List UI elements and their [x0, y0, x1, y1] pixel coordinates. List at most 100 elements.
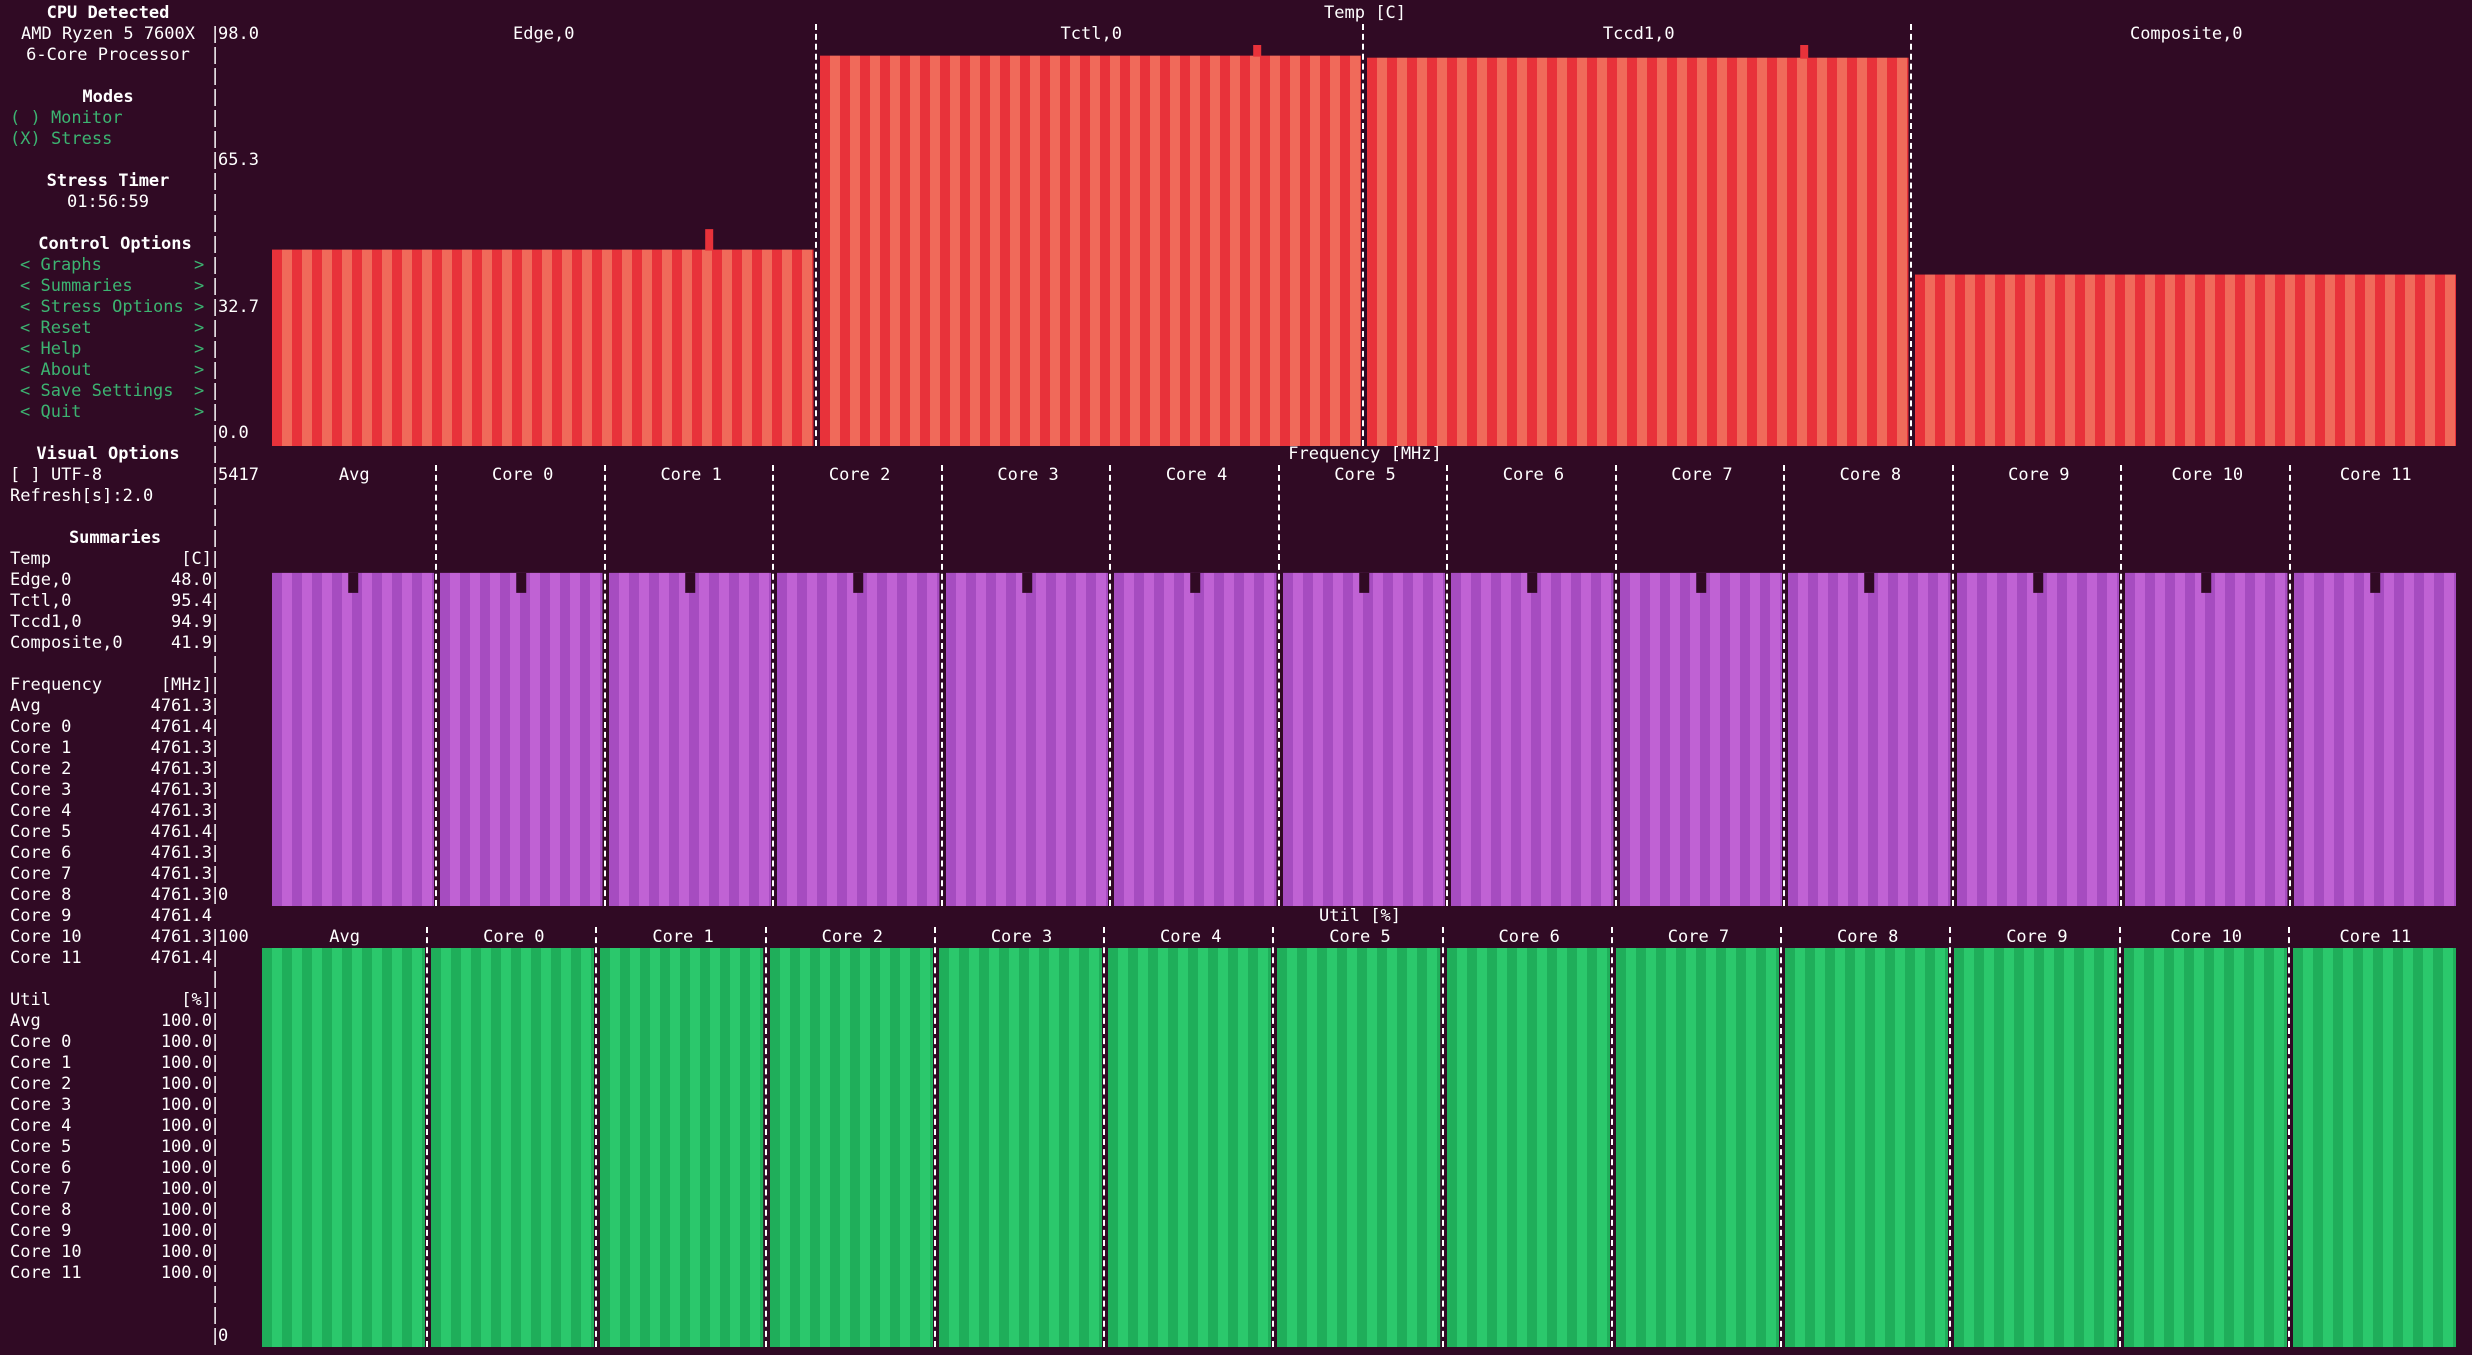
- bar-stripe: [392, 249, 402, 446]
- bar-column: [2125, 572, 2288, 906]
- bar-stripe: [1907, 57, 1909, 446]
- bar-stripe: [1581, 572, 1592, 906]
- bar-stripe: [702, 249, 712, 446]
- bar-stripe: [1065, 572, 1076, 906]
- menu-summaries[interactable]: < Summaries >: [20, 276, 205, 296]
- bar-stripe: [2444, 274, 2455, 446]
- bar-stripe: [1048, 948, 1059, 1347]
- bar-notch: [516, 572, 527, 593]
- menu-quit[interactable]: < Quit >: [20, 402, 205, 422]
- visual-options-header: Visual Options: [36, 444, 180, 464]
- bar-stripe: [632, 249, 642, 446]
- summary-value: 100.0: [160, 1158, 212, 1178]
- bar-stripe: [461, 948, 472, 1347]
- bar-stripe: [2293, 572, 2304, 906]
- bar-column: [272, 229, 814, 446]
- bar-stripe: [802, 249, 812, 446]
- mode-monitor-radio[interactable]: ( ) Monitor: [10, 108, 123, 128]
- refresh-setting[interactable]: Refresh[s]:2.0: [10, 486, 154, 506]
- summary-value: 4761.3: [150, 696, 212, 716]
- bar-stripe: [899, 55, 910, 446]
- bar-stripe: [1567, 57, 1577, 446]
- axis-pipe: |: [210, 717, 221, 737]
- summary-label: Core 7: [10, 1179, 72, 1199]
- bar-stripe: [927, 572, 938, 906]
- menu-reset[interactable]: < Reset >: [20, 318, 205, 338]
- bar-stripe: [2374, 274, 2385, 446]
- axis-pipe: |: [210, 192, 221, 212]
- bar-stripe: [1547, 57, 1557, 446]
- y-tick-label: 0: [218, 1326, 229, 1346]
- axis-pipe: |: [210, 780, 221, 800]
- bar-stripe: [1526, 948, 1537, 1347]
- bar-stripe: [2363, 572, 2374, 906]
- y-tick-label: 5417: [218, 465, 259, 485]
- bar-stripe: [362, 572, 372, 906]
- bar-stripe: [2265, 572, 2276, 906]
- bar-stripe: [738, 572, 749, 906]
- summary-label: Avg: [10, 1011, 41, 1031]
- bar-stripe: [1277, 948, 1288, 1347]
- utf8-checkbox[interactable]: [ ] UTF-8: [10, 465, 103, 485]
- bar-stripe: [2255, 572, 2266, 906]
- bar-stripe: [975, 572, 986, 906]
- menu-about[interactable]: < About >: [20, 360, 205, 380]
- bar-stripe: [1287, 948, 1298, 1347]
- bar-stripe: [1571, 572, 1582, 906]
- axis-pipe: |: [210, 171, 221, 191]
- axis-pipe: |: [210, 654, 221, 674]
- axis-pipe: |: [210, 759, 221, 779]
- bar-stripe: [2453, 572, 2456, 906]
- summary-value: 95.4: [171, 591, 212, 611]
- bar-stripe: [2245, 572, 2256, 906]
- bar-stripe: [1984, 948, 1995, 1347]
- bar-stripe: [1224, 572, 1235, 906]
- bar-stripe: [1402, 572, 1413, 906]
- bar-stripe: [1984, 274, 1995, 446]
- bar-stripe: [1669, 572, 1680, 906]
- bar-stripe: [1527, 57, 1537, 446]
- summary-label: Tccd1,0: [10, 612, 82, 632]
- summary-value: 4761.3: [150, 759, 212, 779]
- axis-pipe: |: [210, 843, 221, 863]
- bar-stripe: [937, 572, 940, 906]
- summary-label: Core 6: [10, 843, 72, 863]
- bar-stripe: [2384, 274, 2395, 446]
- bar-stripe: [432, 572, 435, 906]
- bar-stripe: [1228, 948, 1239, 1347]
- bar-stripe: [2114, 274, 2125, 446]
- bar-stripe: [1302, 572, 1313, 906]
- bar-stripe: [2452, 948, 2456, 1347]
- bar-stripe: [2275, 572, 2286, 906]
- bar-stripe: [909, 948, 920, 1347]
- column-divider: [772, 465, 775, 906]
- summary-label: Core 0: [10, 717, 72, 737]
- bar-stripe: [1517, 57, 1527, 446]
- bar-stripe: [859, 948, 870, 1347]
- menu-save-settings[interactable]: < Save Settings >: [20, 381, 205, 401]
- bar-stripe: [2074, 948, 2085, 1347]
- mode-stress-radio[interactable]: (X) Stress: [10, 129, 113, 149]
- bar-column: [1451, 572, 1614, 906]
- bar-stripe: [312, 249, 322, 446]
- bar-stripe: [2274, 274, 2285, 446]
- bar-stripe: [1496, 948, 1507, 1347]
- bar-stripe: [1725, 948, 1736, 1347]
- bar-stripe: [1737, 57, 1747, 446]
- column-divider: [1277, 465, 1280, 906]
- bar-stripe: [827, 572, 838, 906]
- axis-pipe: |: [210, 1074, 221, 1094]
- bar-notch: [1864, 572, 1875, 593]
- bar-stripe: [1339, 55, 1350, 446]
- bar-stripe: [2184, 274, 2195, 446]
- bar-stripe: [1198, 948, 1209, 1347]
- bar-notch: [2201, 572, 2212, 593]
- bar-stripe: [1847, 57, 1857, 446]
- bar-stripe: [1089, 55, 1100, 446]
- bar-stripe: [511, 948, 522, 1347]
- menu-graphs[interactable]: < Graphs >: [20, 255, 205, 275]
- bar-stripe: [2004, 948, 2015, 1347]
- series-label: Tccd1,0: [1602, 24, 1675, 44]
- menu-stress-options[interactable]: < Stress Options >: [20, 297, 205, 317]
- menu-help[interactable]: < Help >: [20, 339, 205, 359]
